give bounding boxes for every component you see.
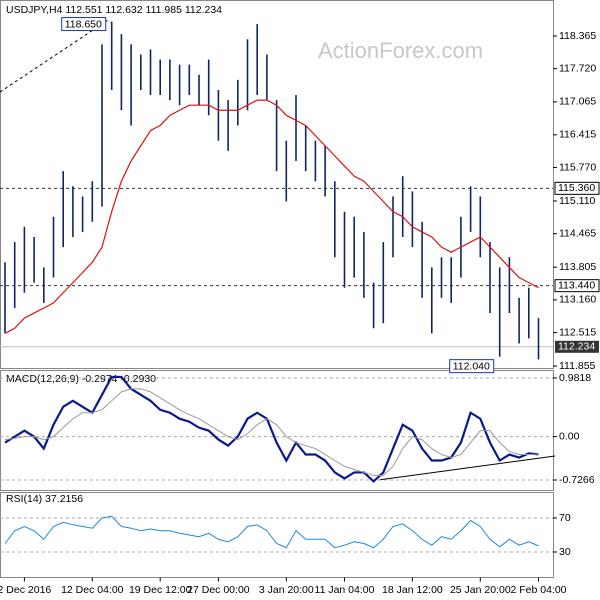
y-tick-label: 70 bbox=[559, 512, 571, 524]
macd-trend-line bbox=[377, 455, 556, 481]
x-tick-label: 3 Jan 20:00 bbox=[259, 584, 314, 596]
y-tick-label: 112.515 bbox=[559, 326, 596, 338]
macd-panel bbox=[0, 370, 554, 491]
price-panel bbox=[0, 0, 554, 369]
series-line bbox=[4, 515, 539, 549]
y-tick-label: 113.160 bbox=[559, 294, 596, 306]
rsi-panel bbox=[0, 492, 554, 578]
y-tick-label: 115.770 bbox=[559, 161, 596, 173]
x-tick-label: 19 Dec 12:00 bbox=[129, 584, 192, 596]
y-tick-label: 0.00 bbox=[559, 430, 580, 442]
y-tick-label: 114.465 bbox=[559, 227, 596, 239]
x-tick-label: 27 Dec 00:00 bbox=[187, 584, 250, 596]
last-box bbox=[555, 340, 599, 353]
y-tick-label: 113.805 bbox=[559, 261, 596, 273]
level-label: 115.360 bbox=[558, 182, 595, 194]
y-tick-label: 115.110 bbox=[559, 195, 596, 207]
y-tick-label: 0.9818 bbox=[559, 372, 591, 384]
last-label: 112.234 bbox=[558, 341, 595, 353]
annotation-label: 112.040 bbox=[453, 360, 490, 372]
y-tick-label: 111.855 bbox=[559, 360, 596, 372]
x-tick-label: 11 Jan 04:00 bbox=[315, 584, 375, 596]
macd-title: MACD(12,26,9) -0.2974 -0.2930 bbox=[6, 373, 156, 385]
y-tick-label: 117.065 bbox=[559, 96, 596, 108]
watermark: ActionForex.com bbox=[318, 38, 483, 63]
series-line bbox=[4, 388, 539, 476]
level-label: 113.440 bbox=[558, 279, 595, 291]
x-tick-label: 25 Jan 20:00 bbox=[450, 584, 511, 596]
x-tick-label: 2 Feb 04:00 bbox=[510, 584, 566, 596]
y-tick-label: -0.7266 bbox=[559, 474, 595, 486]
y-tick-label: 116.415 bbox=[559, 129, 596, 141]
level-box bbox=[554, 279, 600, 293]
x-tick-label: 12 Dec 04:00 bbox=[61, 584, 124, 596]
level-box bbox=[554, 181, 600, 195]
rsi-title: RSI(14) 37.2156 bbox=[6, 493, 83, 505]
y-tick-label: 117.720 bbox=[559, 62, 596, 74]
trend-line bbox=[0, 19, 109, 93]
x-tick-label: 2 Dec 2016 bbox=[0, 584, 51, 596]
moving-average bbox=[4, 99, 539, 334]
annotation-box bbox=[61, 17, 107, 32]
price-title: USDJPY,H4 112.551 112.632 111.985 112.23… bbox=[6, 4, 222, 16]
annotation-label: 118.650 bbox=[65, 18, 102, 30]
x-tick-label: 18 Jan 12:00 bbox=[382, 584, 443, 596]
y-tick-label: 30 bbox=[559, 546, 571, 558]
annotation-box bbox=[449, 359, 495, 374]
series-line bbox=[4, 375, 539, 483]
y-tick-label: 118.365 bbox=[559, 30, 596, 42]
